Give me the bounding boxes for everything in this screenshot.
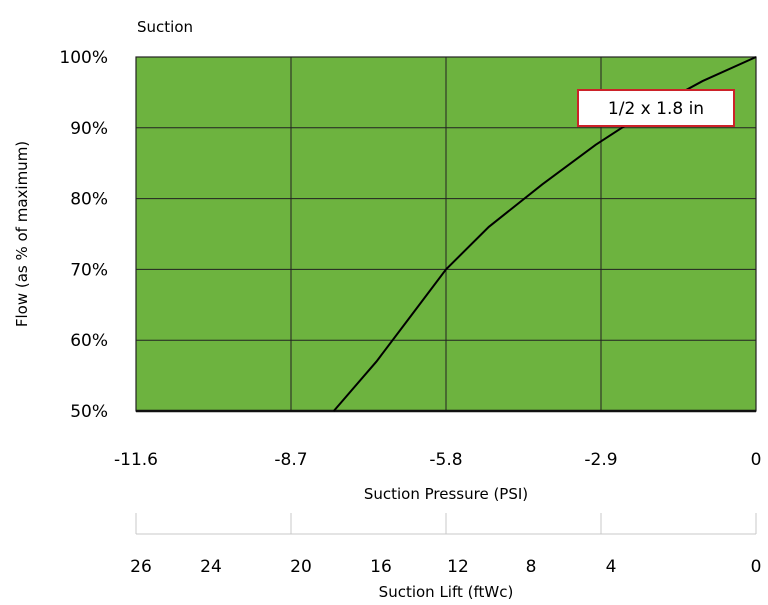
- x-tick-label: -11.6: [114, 450, 158, 470]
- secondary-tick-label: 24: [200, 557, 222, 577]
- x-tick-label: -5.8: [429, 450, 462, 470]
- y-tick-label: 80%: [70, 190, 108, 210]
- y-tick-label: 100%: [59, 48, 108, 68]
- y-tick-label: 90%: [70, 119, 108, 139]
- secondary-tick-label: 12: [447, 557, 469, 577]
- y-tick-label: 70%: [70, 260, 108, 280]
- chart-title: Suction: [137, 18, 193, 36]
- secondary-tick-label: 26: [130, 557, 152, 577]
- secondary-tick-label: 16: [370, 557, 392, 577]
- secondary-tick-label: 20: [290, 557, 312, 577]
- x-tick-label: -2.9: [584, 450, 617, 470]
- y-tick-labels: 50% 60% 70% 80% 90% 100%: [59, 48, 108, 422]
- secondary-tick-label: 0: [751, 557, 762, 577]
- secondary-tick-label: 8: [526, 557, 537, 577]
- secondary-tick-labels: 26 24 20 16 12 8 4 0: [130, 557, 761, 577]
- x-tick-label: 0: [751, 450, 762, 470]
- y-tick-label: 50%: [70, 402, 108, 422]
- series-label: 1/2 x 1.8 in: [608, 99, 704, 119]
- y-axis-label: Flow (as % of maximum): [13, 141, 31, 327]
- series-label-box: 1/2 x 1.8 in: [577, 89, 735, 127]
- x-axis-label: Suction Pressure (PSI): [364, 485, 528, 503]
- y-tick-label: 60%: [70, 331, 108, 351]
- secondary-axis-scale: [135, 513, 757, 535]
- secondary-axis-label: Suction Lift (ftWc): [379, 583, 514, 601]
- x-tick-labels: -11.6 -8.7 -5.8 -2.9 0: [114, 450, 761, 470]
- x-tick-label: -8.7: [274, 450, 307, 470]
- secondary-tick-label: 4: [606, 557, 617, 577]
